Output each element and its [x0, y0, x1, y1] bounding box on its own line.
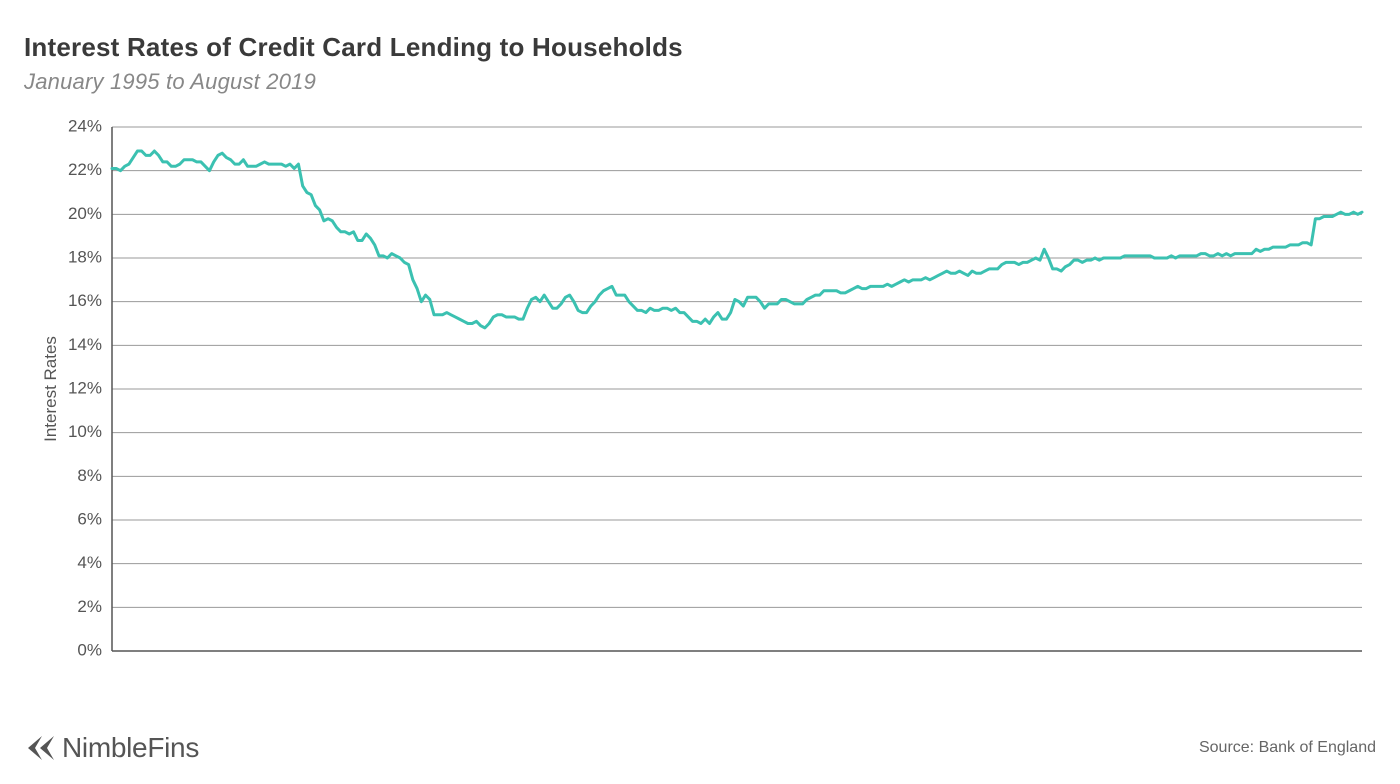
source-label: Source: Bank of England — [1199, 739, 1376, 757]
svg-text:20%: 20% — [68, 204, 102, 223]
footer: NimbleFins Source: Bank of England — [24, 732, 1376, 764]
svg-text:2%: 2% — [77, 597, 102, 616]
chart-subtitle: January 1995 to August 2019 — [24, 69, 1376, 95]
svg-text:6%: 6% — [77, 509, 102, 528]
line-chart: 0% 2% 4% 6% 8% 10% 12% 14% 16% 18% 20% 22% 24% Intere… — [34, 119, 1366, 679]
svg-text:0%: 0% — [77, 640, 102, 659]
svg-text:14%: 14% — [68, 335, 102, 354]
chart-area: 0% 2% 4% 6% 8% 10% 12% 14% 16% 18% 20% 22% 24% Intere… — [34, 119, 1366, 679]
svg-text:18%: 18% — [68, 247, 102, 266]
svg-text:10%: 10% — [68, 422, 102, 441]
brand-logo-icon — [24, 734, 56, 762]
svg-text:16%: 16% — [68, 291, 102, 310]
chart-title: Interest Rates of Credit Card Lending to… — [24, 32, 1376, 63]
brand-name: NimbleFins — [62, 732, 199, 764]
svg-text:24%: 24% — [68, 119, 102, 135]
svg-text:12%: 12% — [68, 378, 102, 397]
svg-text:8%: 8% — [77, 466, 102, 485]
svg-text:4%: 4% — [77, 553, 102, 572]
brand: NimbleFins — [24, 732, 199, 764]
svg-text:22%: 22% — [68, 160, 102, 179]
svg-text:Interest Rates: Interest Rates — [41, 336, 60, 442]
